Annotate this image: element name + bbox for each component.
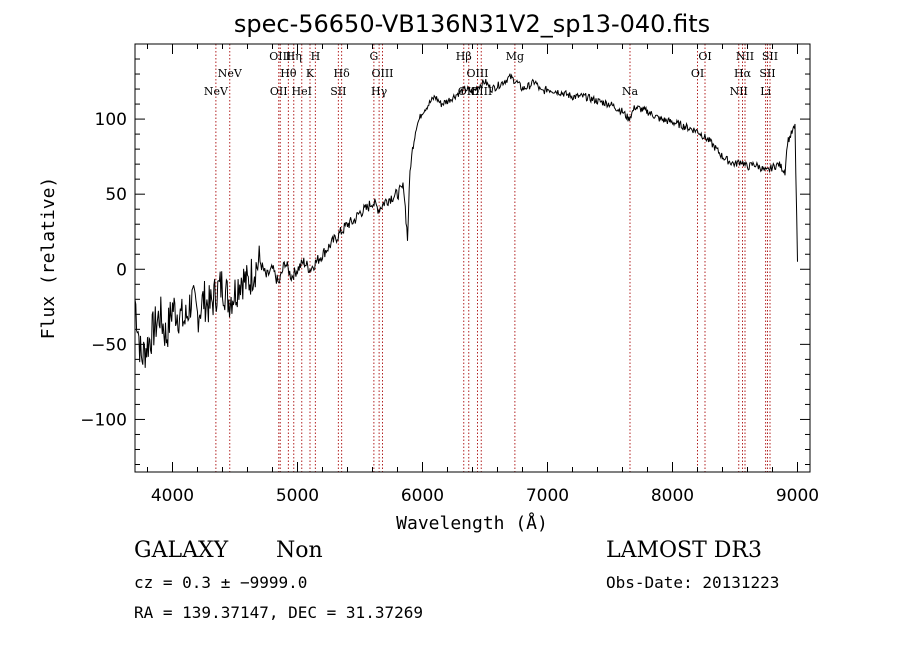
line-marker-label: Na [622,85,639,98]
obs-date: Obs-Date: 20131223 [606,573,780,592]
line-marker-label: Hβ [456,50,472,63]
x-tick-label: 7000 [526,486,569,506]
x-axis-label: Wavelength (Å) [396,512,548,534]
line-marker-label: K [306,67,315,80]
y-tick-label: −50 [91,335,127,355]
redshift-readout: cz = 0.3 ± −9999.0 [134,573,308,592]
spectrum-series [135,73,798,368]
line-marker-label: Mg [506,50,524,63]
plot-frame [134,43,811,473]
line-marker-label: OIII [466,67,488,80]
x-tick-label: 9000 [776,486,819,506]
line-marker-label: OI [691,67,704,80]
y-axis-ticks: −100 −50 0 50 100 [80,58,810,465]
line-marker-label: Hγ [371,85,388,98]
line-marker-label: NeV [218,67,243,80]
emission-line-markers [215,44,771,472]
y-tick-label: 0 [116,260,127,280]
line-marker-label: SII [330,85,346,98]
line-marker-label: SII [762,50,778,63]
line-marker-label: SII [759,67,775,80]
x-tick-label: 5000 [276,486,319,506]
x-tick-label: 4000 [151,486,194,506]
line-marker-label: Hθ [280,67,297,80]
line-marker-label: Hα [734,67,752,80]
emission-line-labels: NeV NeV OII OIII Hθ Hη HeI KH SII Hδ G Hγ OIII Hβ OIII… [204,50,778,98]
line-marker-label: NeV [204,85,229,98]
x-tick-label: 8000 [651,486,694,506]
line-marker-label: NII [736,50,754,63]
y-tick-label: 50 [105,185,127,205]
x-axis-ticks: 4000 5000 6000 7000 8000 9000 [147,44,819,506]
spectrum-line [135,73,798,368]
line-marker-label: H [311,50,321,63]
y-axis-label: Flux (relative) [38,177,59,340]
line-marker-label: G [369,50,378,63]
line-marker-label: Hδ [334,67,351,80]
x-tick-label: 6000 [401,486,444,506]
line-marker-label: OII [270,85,288,98]
y-tick-label: 100 [95,110,127,130]
chart-title: spec-56650-VB136N31V2_sp13-040.fits [234,10,710,38]
line-marker-label: OI [698,50,711,63]
line-marker-label: NII [730,85,748,98]
object-class: GALAXY [134,538,229,563]
line-marker-label: Li [760,85,771,98]
object-subclass: Non [276,538,323,563]
line-marker-label: Hη [286,50,302,63]
line-marker-label: OIII [371,67,393,80]
line-marker-label: OIII [269,50,291,63]
line-marker-label: HeI [292,85,312,98]
coordinates: RA = 139.37147, DEC = 31.37269 [134,603,423,622]
y-tick-label: −100 [80,410,127,430]
spectrum-chart: spec-56650-VB136N31V2_sp13-040.fits NeVN… [38,10,819,534]
survey-name: LAMOST DR3 [606,538,762,563]
